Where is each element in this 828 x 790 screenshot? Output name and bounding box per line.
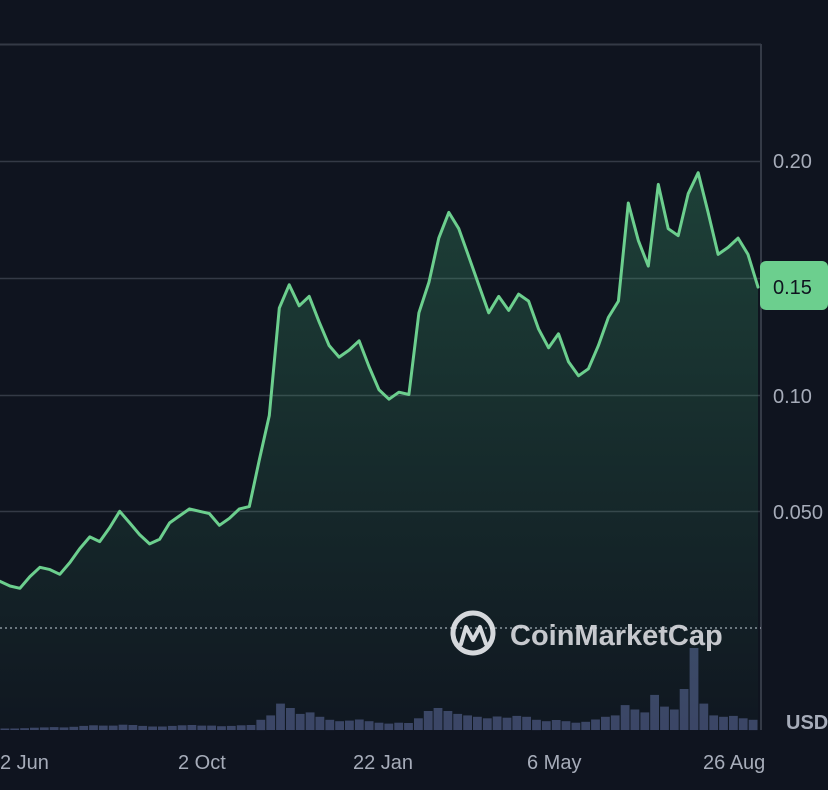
x-tick-label: 2 Oct [178, 752, 226, 774]
y-tick-label: 0.20 [773, 151, 812, 173]
price-area [0, 172, 758, 730]
last-price-badge-bg [760, 261, 828, 310]
y-tick-label: 0.050 [773, 502, 823, 524]
y-tick-label: 0.10 [773, 386, 812, 408]
x-tick-label: 22 Jan [353, 752, 413, 774]
x-tick-label: 6 May [527, 752, 581, 774]
currency-label: USD [786, 712, 828, 734]
last-price-label: 0.15 [773, 277, 812, 299]
x-tick-label: 2 Jun [0, 752, 49, 774]
watermark-text: CoinMarketCap [510, 620, 723, 652]
price-line [0, 171, 760, 590]
coinmarketcap-watermark: CoinMarketCap [450, 610, 723, 656]
x-tick-label: 26 Aug [703, 752, 765, 774]
last-price-badge: 0.15 [760, 261, 828, 310]
coinmarketcap-logo-icon [450, 610, 496, 656]
